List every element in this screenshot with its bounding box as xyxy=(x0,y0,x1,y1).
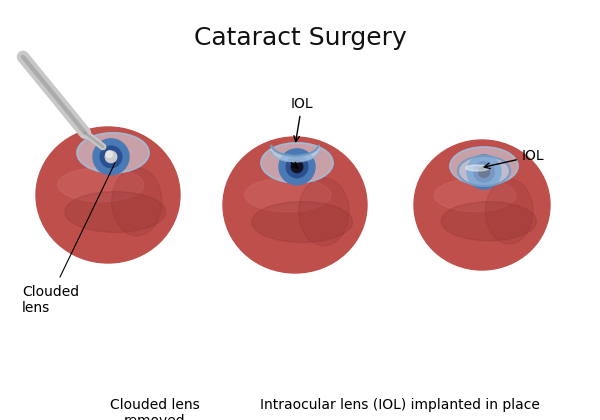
Text: Intraocular lens (IOL) implanted in place: Intraocular lens (IOL) implanted in plac… xyxy=(260,398,540,412)
Ellipse shape xyxy=(77,133,149,173)
Ellipse shape xyxy=(65,192,166,232)
Ellipse shape xyxy=(252,202,353,242)
Circle shape xyxy=(106,151,112,158)
Ellipse shape xyxy=(450,147,518,185)
Polygon shape xyxy=(271,146,319,162)
Circle shape xyxy=(467,155,501,189)
Circle shape xyxy=(279,149,315,185)
Ellipse shape xyxy=(485,179,533,244)
Circle shape xyxy=(105,151,117,163)
Circle shape xyxy=(474,162,494,182)
Ellipse shape xyxy=(36,127,180,263)
Ellipse shape xyxy=(441,202,536,241)
Circle shape xyxy=(93,139,129,175)
Circle shape xyxy=(286,156,308,178)
Text: Clouded lens
removed: Clouded lens removed xyxy=(110,398,200,420)
Ellipse shape xyxy=(299,178,349,246)
Text: Clouded
lens: Clouded lens xyxy=(22,285,79,315)
Ellipse shape xyxy=(458,156,510,186)
Text: IOL: IOL xyxy=(290,97,313,142)
Text: IOL: IOL xyxy=(484,149,545,168)
Ellipse shape xyxy=(112,168,162,236)
Circle shape xyxy=(479,167,490,177)
Ellipse shape xyxy=(434,179,516,212)
Ellipse shape xyxy=(414,140,550,270)
Ellipse shape xyxy=(58,168,144,202)
Text: Cataract Surgery: Cataract Surgery xyxy=(194,26,406,50)
Circle shape xyxy=(291,161,303,173)
Circle shape xyxy=(100,146,122,168)
Ellipse shape xyxy=(261,143,333,183)
Ellipse shape xyxy=(223,137,367,273)
Ellipse shape xyxy=(245,178,331,212)
Ellipse shape xyxy=(466,165,489,171)
